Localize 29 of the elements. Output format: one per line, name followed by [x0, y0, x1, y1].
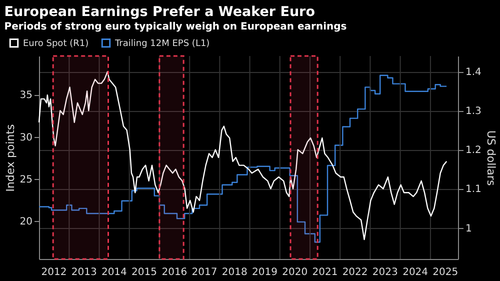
- x-tick-label: 2017: [192, 267, 218, 278]
- y-tick-label: 20: [20, 216, 32, 228]
- legend-label: Euro Spot (R1): [23, 39, 89, 50]
- x-tick-label: 2023: [372, 267, 398, 278]
- chart-subtitle: Periods of strong euro typically weigh on European earnings: [4, 21, 347, 32]
- legend-label: Trailing 12M EPS (L1): [114, 39, 210, 50]
- x-tick-label: 2012: [41, 267, 67, 278]
- y2-tick-label: 1: [466, 223, 472, 234]
- y-axis-title: Index points: [4, 124, 17, 192]
- y-tick-label: 25: [20, 174, 32, 186]
- x-tick-label: 2015: [132, 267, 157, 278]
- x-tick-label: 2016: [162, 267, 188, 278]
- x-tick-label: 2020: [282, 267, 308, 278]
- y2-tick-label: 1.2: [466, 145, 482, 156]
- x-tick-label: 2014: [101, 267, 127, 278]
- y-tick-label: 30: [20, 132, 32, 144]
- x-tick-label: 2024: [402, 267, 428, 278]
- x-tick-label: 2019: [252, 267, 278, 278]
- x-tick-label: 2013: [71, 267, 97, 278]
- x-tick-label: 2025: [432, 267, 458, 278]
- y2-tick-label: 1.4: [466, 67, 482, 78]
- x-tick-label: 2018: [222, 267, 248, 278]
- y2-tick-label: 1.1: [466, 184, 482, 196]
- chart-title: European Earnings Prefer a Weaker Euro: [4, 4, 315, 20]
- y2-tick-label: 1.3: [466, 106, 482, 118]
- y-tick-label: 35: [20, 90, 32, 102]
- x-tick-label: 2022: [342, 267, 368, 278]
- x-tick-label: 2021: [312, 267, 338, 278]
- y2-axis-title: US dollars: [484, 130, 498, 186]
